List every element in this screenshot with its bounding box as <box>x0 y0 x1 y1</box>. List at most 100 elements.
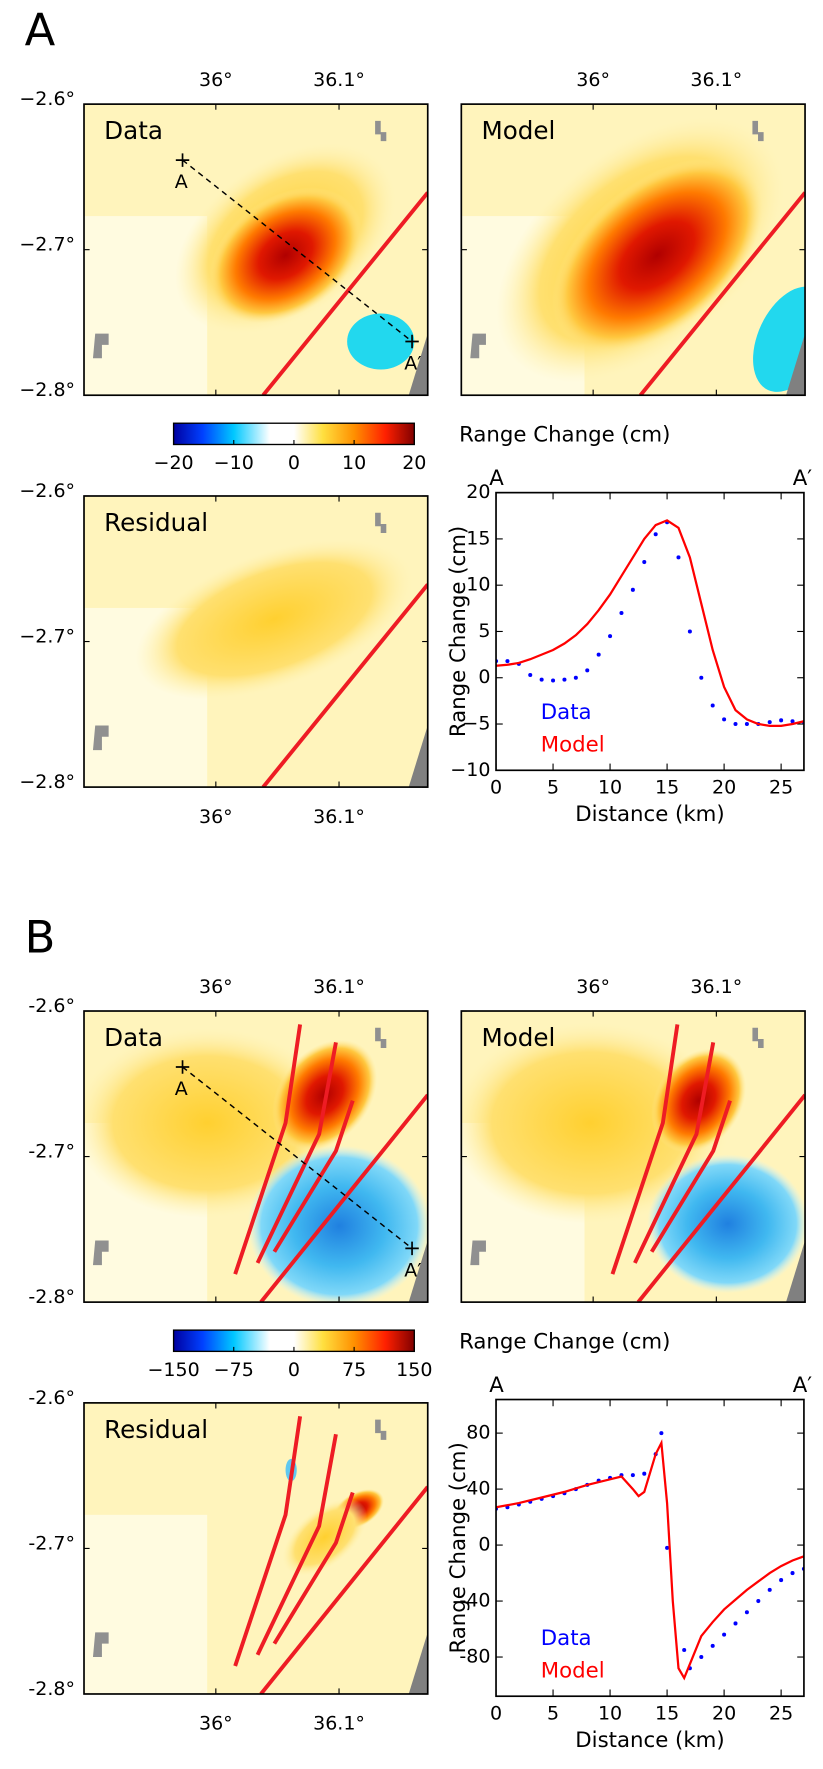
x-tick-label: 25 <box>769 1703 793 1725</box>
data-point <box>573 675 578 680</box>
y-tick-label: -80 <box>459 1646 490 1668</box>
data-point <box>722 1632 727 1637</box>
y-tick-label: −10 <box>450 759 490 781</box>
x-axis-label: Distance (km) <box>575 1728 724 1753</box>
data-point <box>642 560 647 565</box>
fault <box>233 1416 303 1667</box>
legend-entry: Data <box>541 1626 592 1651</box>
profile-end-label: A′ <box>793 1373 813 1398</box>
data-point <box>779 1578 784 1583</box>
map-title: Data <box>104 1023 163 1052</box>
data-point <box>722 717 727 722</box>
no-data <box>408 725 428 788</box>
data-point <box>733 722 738 727</box>
data-point <box>539 677 544 682</box>
profile-end-label: A <box>175 1078 188 1100</box>
fault <box>255 1433 338 1656</box>
panel-label: B <box>25 910 56 963</box>
no-data <box>375 512 387 533</box>
profile-end <box>175 1060 190 1074</box>
x-tick-label: 5 <box>547 777 559 799</box>
data-point <box>653 532 658 537</box>
x-tick-label: 36.1° <box>313 976 365 998</box>
colorbar-tick-label: 0 <box>288 1359 300 1381</box>
x-tick-label: 20 <box>712 1703 736 1725</box>
no-data <box>375 1419 387 1440</box>
data-point <box>687 629 692 634</box>
x-tick-label: 36° <box>199 69 233 91</box>
no-data <box>92 725 109 751</box>
deformation-blob <box>551 158 763 353</box>
y-tick-label: -2.7° <box>28 1532 75 1554</box>
y-tick-label: -2.6° <box>28 1387 75 1409</box>
y-tick-label: 0 <box>478 1534 490 1556</box>
y-tick-label: −2.7° <box>19 626 75 648</box>
fault <box>261 191 428 396</box>
data-point <box>642 1471 647 1476</box>
fault <box>649 1099 732 1253</box>
x-axis-label: Distance (km) <box>575 802 724 827</box>
data-point <box>585 668 590 673</box>
data-point <box>767 1587 772 1592</box>
y-tick-label: -2.6° <box>28 995 75 1017</box>
no-data <box>92 1632 109 1658</box>
colorbar-tick-label: 150 <box>396 1359 432 1381</box>
y-tick-label: 0 <box>478 666 490 688</box>
y-tick-label: −2.6° <box>19 88 75 110</box>
panel-label: A <box>25 4 56 57</box>
data-point <box>619 610 624 615</box>
y-tick-label: 5 <box>478 620 490 642</box>
no-data <box>786 1240 806 1303</box>
no-data <box>92 1240 109 1266</box>
profile-end-label: A′ <box>404 352 421 374</box>
fault <box>636 1093 806 1303</box>
deformation-blob <box>461 1022 730 1224</box>
y-axis-label: Range Change (cm) <box>446 1442 471 1653</box>
colorbar-label: Range Change (cm) <box>459 423 670 448</box>
fault <box>633 1042 716 1264</box>
fault <box>259 1485 428 1694</box>
map: Residual 36° 36.1° -2.6° -2.7° -2.8° <box>28 1387 429 1735</box>
plot-area <box>496 519 804 727</box>
no-data <box>786 333 806 396</box>
plot-frame <box>495 1398 805 1698</box>
no-data <box>92 333 109 359</box>
colorbar-tick-label: 10 <box>342 452 366 474</box>
no-data <box>752 1027 764 1048</box>
y-tick-label: 10 <box>466 574 490 596</box>
data-point <box>779 718 784 723</box>
model-line <box>496 519 804 727</box>
data-point <box>710 703 715 708</box>
fault <box>610 1024 680 1275</box>
fault <box>259 1093 428 1303</box>
x-tick-label: 10 <box>598 1703 622 1725</box>
legend-entry: Model <box>541 1659 605 1684</box>
data-point <box>505 659 510 664</box>
x-tick-label: 36° <box>199 976 233 998</box>
map: Model 36° 36.1° <box>460 69 806 397</box>
deformation-blob <box>647 1154 806 1294</box>
map-image <box>84 1402 428 1694</box>
legend-entry: Data <box>541 700 592 725</box>
data-point <box>630 587 635 592</box>
y-tick-label: −2.7° <box>19 234 75 256</box>
y-axis-label: Range Change (cm) <box>446 526 471 737</box>
fault <box>638 191 806 396</box>
data-point <box>596 652 601 657</box>
profile-end-label: A <box>489 1373 504 1398</box>
y-tick-label: -2.8° <box>28 1678 75 1700</box>
fault <box>272 1491 355 1645</box>
data-point <box>744 1610 749 1615</box>
data-point <box>790 719 795 724</box>
data-point <box>630 1473 635 1478</box>
fault <box>272 1099 355 1253</box>
deformation-blob <box>753 286 806 392</box>
data-point <box>744 722 749 727</box>
colorbar-tick-label: 0 <box>288 452 300 474</box>
plot-area <box>496 1431 804 1681</box>
no-data <box>408 333 428 396</box>
colorbar-tick-label: 20 <box>402 452 426 474</box>
fault <box>233 1024 303 1275</box>
y-tick-label: -2.7° <box>28 1141 75 1163</box>
data-point <box>551 678 556 683</box>
